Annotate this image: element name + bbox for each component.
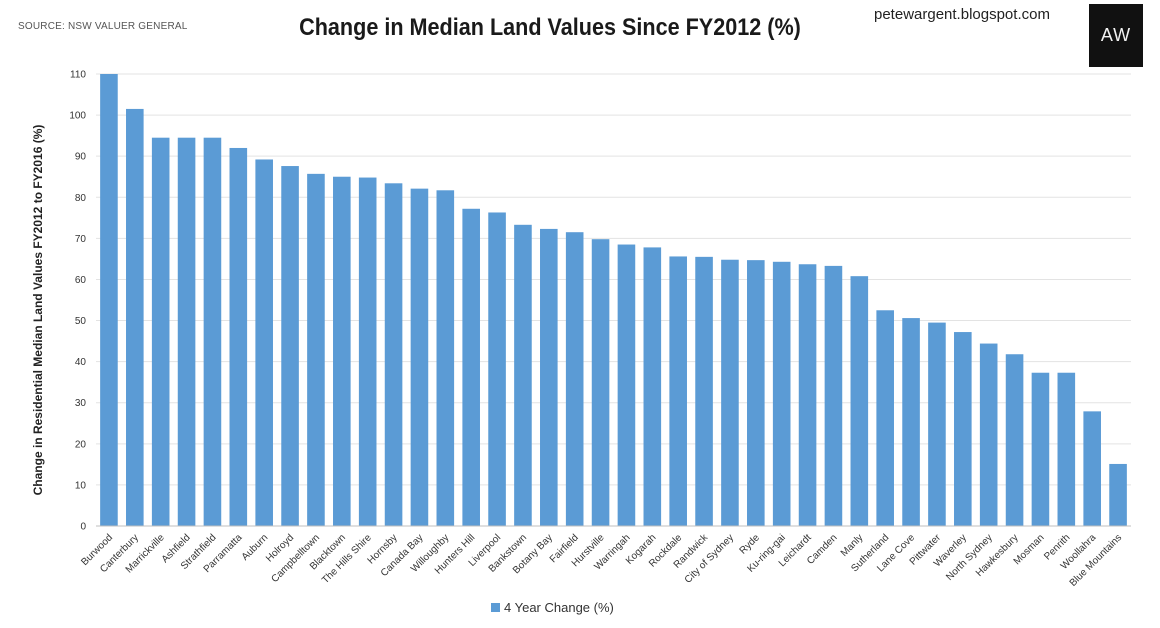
bar-ku-ring-gai [772, 261, 791, 526]
y-tick-label: 40 [75, 357, 87, 368]
bar-bankstown [514, 224, 532, 526]
bar-north-sydney [979, 343, 998, 526]
bar-penrith [1057, 372, 1076, 526]
bar-parramatta [229, 147, 248, 527]
y-tick-label: 0 [80, 522, 86, 533]
y-axis-title: Change in Residential Median Land Values… [31, 125, 45, 496]
bar-ryde [747, 260, 765, 526]
bar-ashfield [177, 137, 196, 526]
bar-strathfield [203, 137, 222, 526]
bar-auburn [255, 159, 273, 526]
bar-hawkesbury [1005, 354, 1024, 526]
bar-hurstville [591, 239, 610, 526]
legend: 4 Year Change (%) [491, 600, 614, 615]
bar-manly [850, 276, 869, 526]
bar-willoughby [436, 190, 455, 526]
bar-city-of-sydney [721, 259, 739, 526]
y-tick-label: 80 [75, 193, 87, 204]
y-tick-label: 20 [75, 439, 87, 450]
bar-botany-bay [540, 228, 558, 526]
bar-burwood [100, 74, 118, 526]
bar-hunters-hill [462, 208, 480, 526]
legend-swatch [491, 603, 500, 612]
bar-campbelltown [307, 173, 325, 527]
y-tick-label: 30 [75, 398, 87, 409]
bar-hornsby [384, 183, 403, 526]
y-tick-label: 100 [69, 111, 86, 122]
bar-liverpool [488, 212, 506, 526]
bar-leichardt [798, 264, 817, 526]
legend-label: 4 Year Change (%) [504, 600, 614, 615]
y-tick-label: 110 [70, 70, 86, 81]
y-tick-label: 50 [75, 316, 87, 327]
bar-fairfield [565, 232, 584, 526]
bar-mosman [1031, 372, 1050, 526]
bar-waverley [954, 332, 972, 526]
plot-area [96, 74, 1131, 526]
bar-the-hills-shire [358, 177, 377, 527]
chart-title: Change in Median Land Values Since FY201… [299, 14, 801, 41]
y-tick-label: 90 [75, 152, 87, 163]
bar-canterbury [126, 108, 144, 526]
bar-randwick [695, 256, 713, 526]
bar-marrickville [151, 137, 170, 526]
bar-rockdale [669, 256, 687, 526]
bar-woollahra [1083, 411, 1101, 526]
y-tick-label: 70 [75, 234, 87, 245]
logo-text: AW [1100, 25, 1132, 45]
y-tick-label: 60 [75, 275, 87, 286]
y-axis-ticks: 0 10 20 30 40 50 60 70 80 90 100 110 [69, 70, 86, 533]
bar-sutherland [876, 310, 894, 526]
x-axis-categories: BurwoodCanterburyMarrickvilleAshfieldStr… [79, 532, 1124, 589]
y-tick-label: 10 [75, 480, 87, 491]
bar-warringah [617, 244, 636, 526]
bar-pittwater [928, 322, 946, 526]
bar-camden [824, 265, 843, 526]
bar-canada-bay [410, 188, 429, 527]
bar-holroyd [281, 166, 299, 526]
bar-blue-mountains [1109, 463, 1127, 526]
bar-blacktown [333, 176, 351, 526]
bar-lane-cove [902, 318, 920, 526]
source-note: SOURCE: NSW VALUER GENERAL [18, 21, 188, 32]
aw-logo: AW [1089, 4, 1143, 67]
blog-url: petewargent.blogspot.com [874, 6, 1050, 23]
bar-kogarah [643, 247, 662, 527]
bars [100, 74, 1127, 527]
